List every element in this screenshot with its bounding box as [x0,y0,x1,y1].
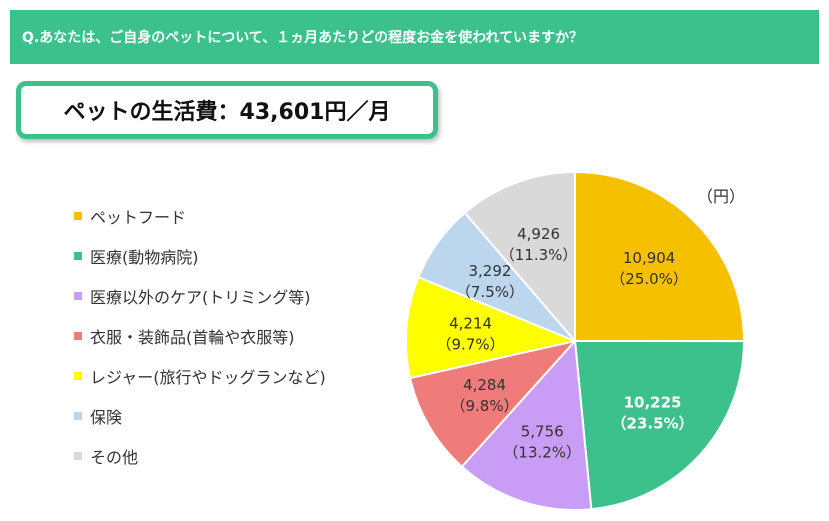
legend-label: ペットフード [90,208,187,227]
pie-slice [460,338,593,511]
pie-slice [574,170,746,343]
legend-label: その他 [90,448,139,467]
summary-box: ペットの生活費：43,601円／月 [16,81,438,139]
question-header: Q.あなたは、ご自身のペットについて、１ヵ月あたりどの程度お金を使われていますか… [10,10,819,64]
slice-percent-label: （13.2%） [503,444,581,462]
slice-value-label: 3,292 [468,262,511,280]
legend-item: その他 [74,436,326,476]
pie-slice [573,339,746,511]
legend-swatch [74,212,82,220]
legend-item: 衣服・装飾品(首輪や衣服等) [74,316,326,356]
slice-value-label: 4,926 [517,225,560,243]
slice-percent-label: （23.5%） [612,414,694,432]
slice-percent-label: （11.3%） [500,246,578,264]
legend-item: ペットフード [74,196,326,236]
legend-swatch [74,452,82,460]
slice-value-label: 4,214 [449,314,492,332]
legend-swatch [74,412,82,420]
slice-percent-label: （9.8%） [451,397,519,415]
legend-label: 医療以外のケア(トリミング等) [90,288,311,307]
unit-label: （円） [697,187,746,206]
legend-item: 保険 [74,396,326,436]
legend-label: 衣服・装飾品(首輪や衣服等) [90,328,295,347]
legend-label: レジャー(旅行やドッグランなど) [90,368,326,387]
slice-percent-label: （7.5%） [456,283,524,301]
legend-swatch [74,372,82,380]
pie-slice [463,170,576,344]
legend-item: レジャー(旅行やドッグランなど) [74,356,326,396]
slice-percent-label: （9.7%） [437,335,505,353]
legend-swatch [74,292,82,300]
pie-slice [405,275,579,380]
chart-legend: ペットフード 医療(動物病院) 医療以外のケア(トリミング等) 衣服・装飾品(首… [74,196,326,476]
summary-text: ペットの生活費：43,601円／月 [63,100,391,125]
question-text: Q.あなたは、ご自身のペットについて、１ヵ月あたりどの程度お金を使われていますか… [22,30,583,46]
pie-slice [408,339,578,469]
slice-value-label: 4,284 [463,376,506,394]
legend-label: 医療(動物病院) [90,248,199,267]
legend-swatch [74,252,82,260]
legend-item: 医療(動物病院) [74,236,326,276]
slice-percent-label: （25.0%） [610,270,688,288]
slice-value-label: 5,756 [521,423,564,441]
slice-value-label: 10,904 [623,249,676,267]
slice-value-label: 10,225 [624,393,682,411]
legend-label: 保険 [90,408,123,427]
legend-item: 医療以外のケア(トリミング等) [74,276,326,316]
legend-swatch [74,332,82,340]
